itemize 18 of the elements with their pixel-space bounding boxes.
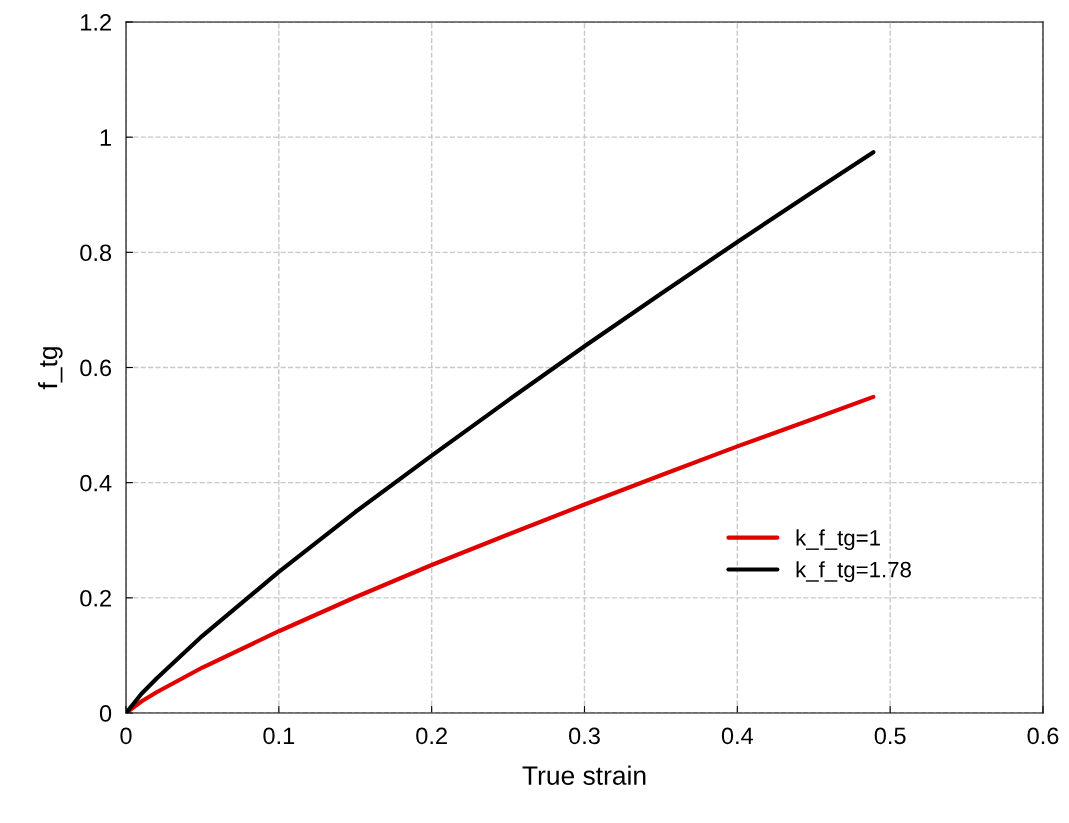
x-tick-label: 0.1 bbox=[263, 727, 295, 745]
x-tick-label: 0.3 bbox=[569, 727, 600, 745]
x-axis-title: True strain bbox=[522, 765, 646, 785]
y-axis-title: f_tg bbox=[38, 347, 63, 390]
x-tick-label: 0 bbox=[120, 727, 132, 745]
y-tick-label: 0.6 bbox=[80, 359, 112, 377]
legend-label: k_f_tg=1.78 bbox=[796, 561, 911, 582]
x-tick-label: 0.6 bbox=[1027, 727, 1059, 745]
x-tick-label: 0.5 bbox=[874, 727, 906, 745]
legend-label: k_f_tg=1 bbox=[796, 529, 880, 551]
y-tick-label: 0.4 bbox=[80, 474, 112, 492]
x-tick-label: 0.2 bbox=[416, 727, 447, 745]
y-tick-label: 1 bbox=[100, 129, 111, 146]
y-tick-label: 1.2 bbox=[81, 14, 111, 31]
y-tick-label: 0 bbox=[99, 705, 112, 722]
x-tick-label: 0.4 bbox=[721, 727, 754, 745]
y-tick-label: 0.2 bbox=[80, 589, 111, 607]
y-tick-label: 0.8 bbox=[80, 244, 112, 262]
